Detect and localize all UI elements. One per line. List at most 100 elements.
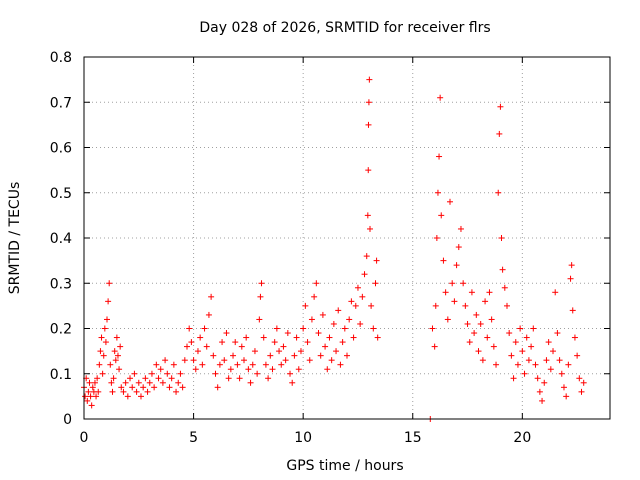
- data-point: [105, 298, 112, 305]
- data-point: [560, 384, 567, 391]
- data-point: [346, 316, 353, 323]
- data-point: [484, 334, 491, 341]
- data-point: [258, 280, 265, 287]
- data-point: [567, 275, 574, 282]
- data-point: [203, 343, 210, 350]
- data-point: [374, 334, 381, 341]
- data-point: [449, 280, 456, 287]
- data-point: [87, 393, 94, 400]
- data-point: [373, 257, 380, 264]
- data-point: [363, 253, 370, 260]
- data-point: [536, 388, 543, 395]
- data-point: [133, 388, 140, 395]
- data-point: [300, 325, 307, 332]
- data-point: [95, 388, 102, 395]
- data-point: [120, 388, 127, 395]
- data-point: [188, 339, 195, 346]
- data-point: [324, 366, 331, 373]
- data-point: [444, 316, 451, 323]
- data-point: [440, 257, 447, 264]
- data-point: [464, 320, 471, 327]
- data-point: [512, 339, 519, 346]
- y-tick-label: 0.4: [50, 231, 72, 247]
- data-point: [225, 375, 232, 382]
- data-point: [177, 370, 184, 377]
- data-point: [315, 330, 322, 337]
- data-point: [85, 388, 92, 395]
- data-point: [517, 325, 524, 332]
- x-tick-labels: 0 5 10 15 20: [80, 430, 532, 446]
- data-point: [135, 379, 142, 386]
- data-point: [86, 379, 93, 386]
- data-point: [370, 325, 377, 332]
- data-point: [326, 334, 333, 341]
- data-point: [192, 366, 199, 373]
- data-point: [238, 343, 245, 350]
- data-point: [278, 361, 285, 368]
- data-point: [232, 339, 239, 346]
- data-point: [367, 225, 374, 232]
- data-point: [166, 384, 173, 391]
- data-point: [256, 316, 263, 323]
- data-point: [260, 334, 267, 341]
- data-point: [466, 339, 473, 346]
- data-point: [114, 352, 121, 359]
- data-point: [432, 302, 439, 309]
- data-point: [214, 384, 221, 391]
- data-point: [460, 280, 467, 287]
- data-point: [157, 366, 164, 373]
- data-point: [514, 361, 521, 368]
- data-point: [451, 298, 458, 305]
- data-point: [153, 361, 160, 368]
- data-point: [282, 357, 289, 364]
- data-point: [234, 361, 241, 368]
- x-axis-label: GPS time / hours: [286, 458, 403, 474]
- data-point: [94, 375, 101, 382]
- data-point: [104, 316, 111, 323]
- data-point: [462, 302, 469, 309]
- data-point: [155, 375, 162, 382]
- data-point: [249, 361, 256, 368]
- data-point: [108, 379, 115, 386]
- x-tick-label: 0: [80, 430, 89, 446]
- data-point: [578, 388, 585, 395]
- data-point: [306, 357, 313, 364]
- data-point: [271, 339, 278, 346]
- y-tick-label: 0.6: [50, 141, 72, 157]
- data-point: [276, 348, 283, 355]
- x-tick-label: 10: [294, 430, 312, 446]
- data-point: [199, 361, 206, 368]
- data-point: [243, 334, 250, 341]
- data-point: [240, 357, 247, 364]
- data-point: [223, 330, 230, 337]
- data-point: [501, 284, 508, 291]
- data-point: [254, 370, 261, 377]
- data-point: [175, 379, 182, 386]
- data-point: [482, 298, 489, 305]
- data-point: [289, 379, 296, 386]
- y-tick-label: 0.2: [50, 322, 72, 338]
- data-point: [112, 357, 119, 364]
- data-point: [186, 325, 193, 332]
- data-point: [236, 375, 243, 382]
- chart-title: Day 028 of 2026, SRMTID for receiver flr…: [199, 20, 490, 36]
- data-point: [107, 361, 114, 368]
- data-point: [368, 302, 375, 309]
- data-point: [569, 307, 576, 314]
- data-point: [295, 366, 302, 373]
- data-point: [210, 352, 217, 359]
- data-point: [528, 343, 535, 350]
- data-point: [339, 339, 346, 346]
- data-point: [506, 330, 513, 337]
- data-point: [497, 103, 504, 110]
- data-point: [364, 212, 371, 219]
- data-point: [219, 339, 226, 346]
- data-point: [140, 384, 147, 391]
- data-point: [205, 311, 212, 318]
- data-point: [313, 280, 320, 287]
- data-point: [142, 375, 149, 382]
- data-point: [359, 293, 366, 300]
- data-point: [337, 361, 344, 368]
- y-tick-label: 0.1: [50, 367, 72, 383]
